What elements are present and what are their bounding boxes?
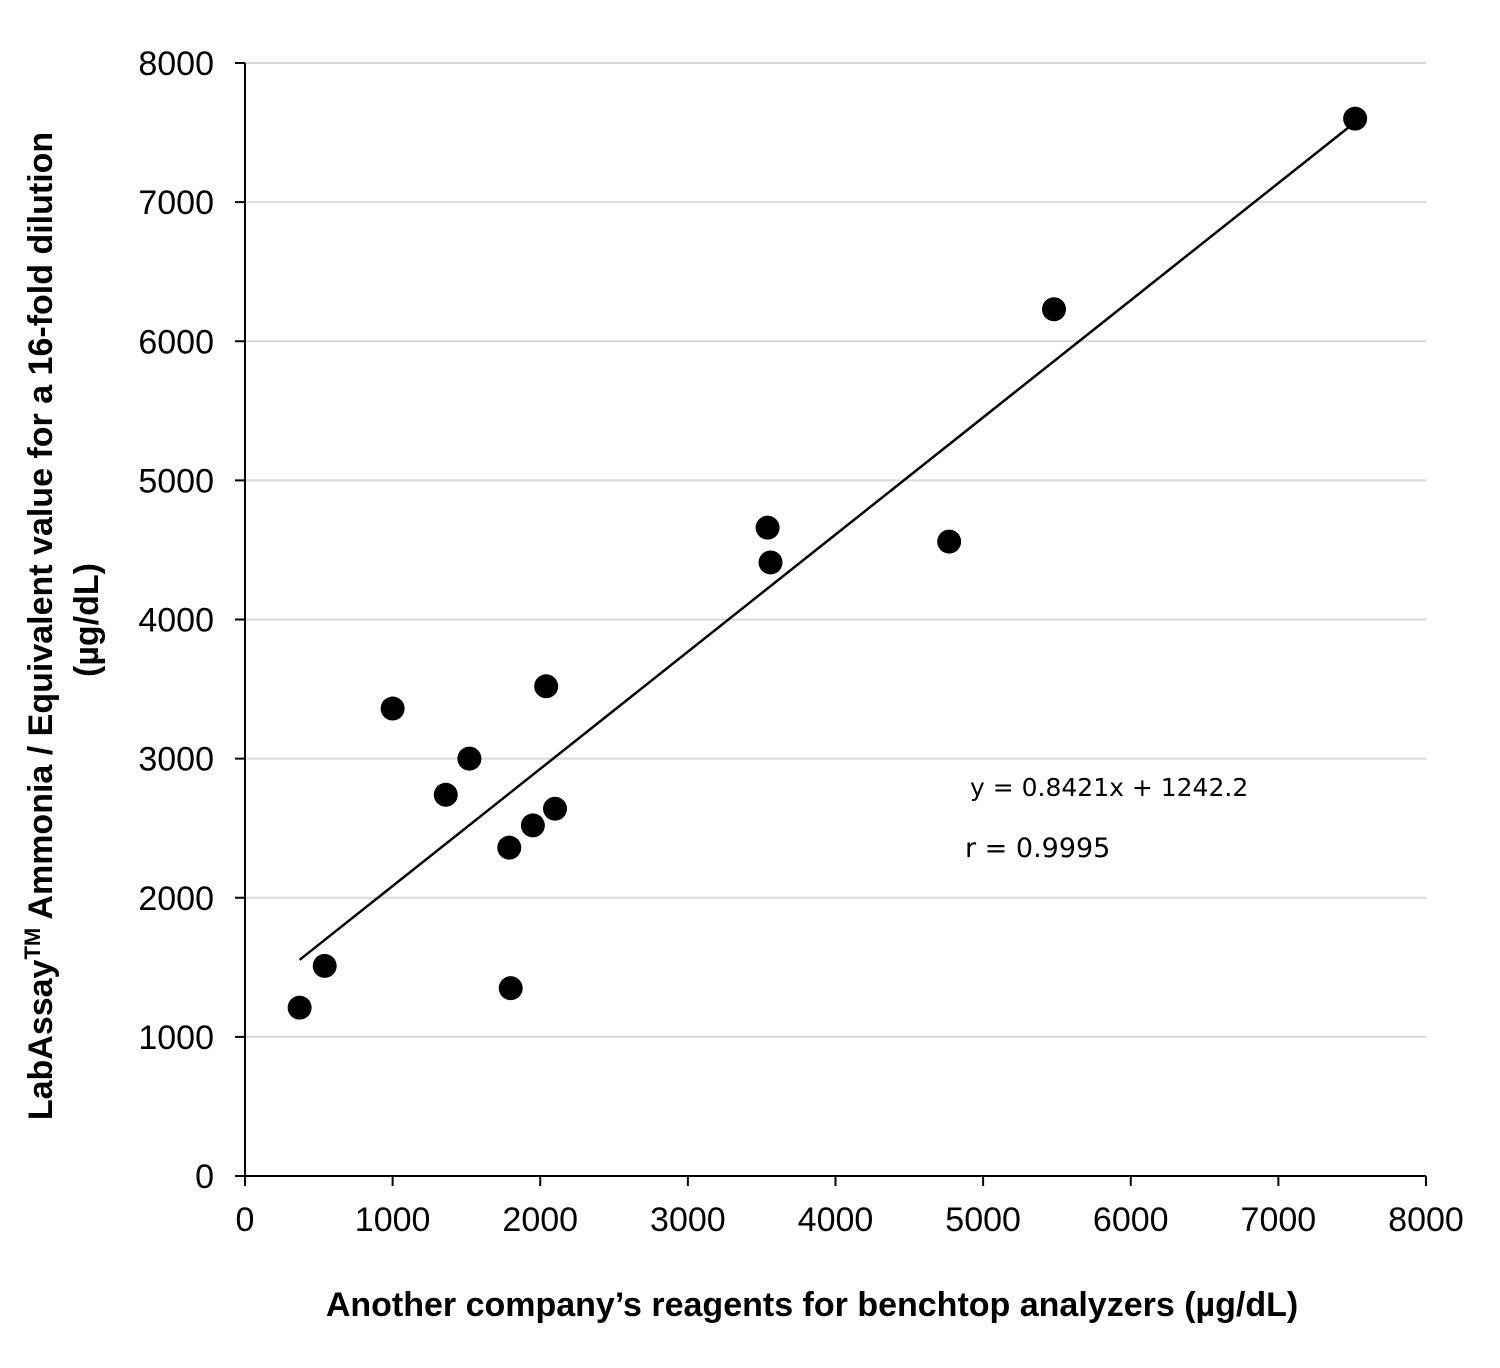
x-tick-label-2000: 2000: [502, 1201, 578, 1239]
gridlines: [245, 62, 1426, 1038]
y-tick-label-3000: 3000: [138, 741, 214, 779]
y-tick-label-1000: 1000: [138, 1019, 214, 1057]
data-point-3: [380, 696, 405, 721]
data-point-7: [498, 976, 523, 1001]
x-tick-label-7000: 7000: [1241, 1201, 1317, 1239]
y-axis-title-prefix: LabAssay: [22, 959, 60, 1120]
x-tick-label-8000: 8000: [1388, 1201, 1464, 1239]
data-point-4: [433, 782, 458, 807]
data-points: [287, 106, 1368, 1020]
x-tick-label-6000: 6000: [1093, 1201, 1169, 1239]
y-axis-title-line2: (µg/dL): [68, 563, 106, 677]
data-point-10: [543, 796, 568, 821]
data-point-1: [287, 995, 312, 1020]
y-tick-label-0: 0: [195, 1158, 214, 1196]
data-point-11: [755, 515, 780, 540]
y-tick-label-6000: 6000: [138, 323, 214, 361]
y-axis-title: LabAssayTM Ammonia / Equivalent value fo…: [20, 132, 60, 1120]
x-tick-label-1000: 1000: [355, 1201, 431, 1239]
x-tick-label-5000: 5000: [945, 1201, 1021, 1239]
y-tick-label-4000: 4000: [138, 602, 214, 640]
y-tick-label-8000: 8000: [138, 45, 214, 83]
x-tick-labels: 0 1000 2000 3000 4000 5000 6000 7000 8000: [236, 1201, 1464, 1239]
x-tick-label-4000: 4000: [798, 1201, 874, 1239]
y-tick-labels: 0 1000 2000 3000 4000 5000 6000 7000 8000: [138, 45, 214, 1196]
data-point-5: [457, 746, 482, 771]
data-point-6: [497, 835, 522, 860]
y-tick-label-5000: 5000: [138, 462, 214, 500]
data-point-14: [1041, 297, 1066, 322]
axes: [235, 62, 1427, 1186]
data-point-15: [1343, 106, 1368, 131]
y-axis-title-superscript: TM: [20, 928, 45, 960]
data-point-2: [312, 953, 337, 978]
x-tick-label-0: 0: [236, 1201, 255, 1239]
data-point-13: [937, 529, 962, 554]
data-point-8: [520, 813, 545, 838]
x-axis-title: Another company’s reagents for benchtop …: [326, 1286, 1298, 1324]
y-tick-label-2000: 2000: [138, 880, 214, 918]
y-axis-title-rest: Ammonia / Equivalent value for a 16-fold…: [22, 132, 60, 928]
data-point-9: [534, 674, 559, 699]
correlation-coefficient: r = 0.9995: [965, 833, 1110, 864]
data-point-12: [758, 550, 783, 575]
x-tick-label-3000: 3000: [650, 1201, 726, 1239]
trendline-equation: y = 0.8421x + 1242.2: [970, 773, 1248, 802]
trendline: [298, 121, 1356, 961]
y-tick-label-7000: 7000: [138, 184, 214, 222]
